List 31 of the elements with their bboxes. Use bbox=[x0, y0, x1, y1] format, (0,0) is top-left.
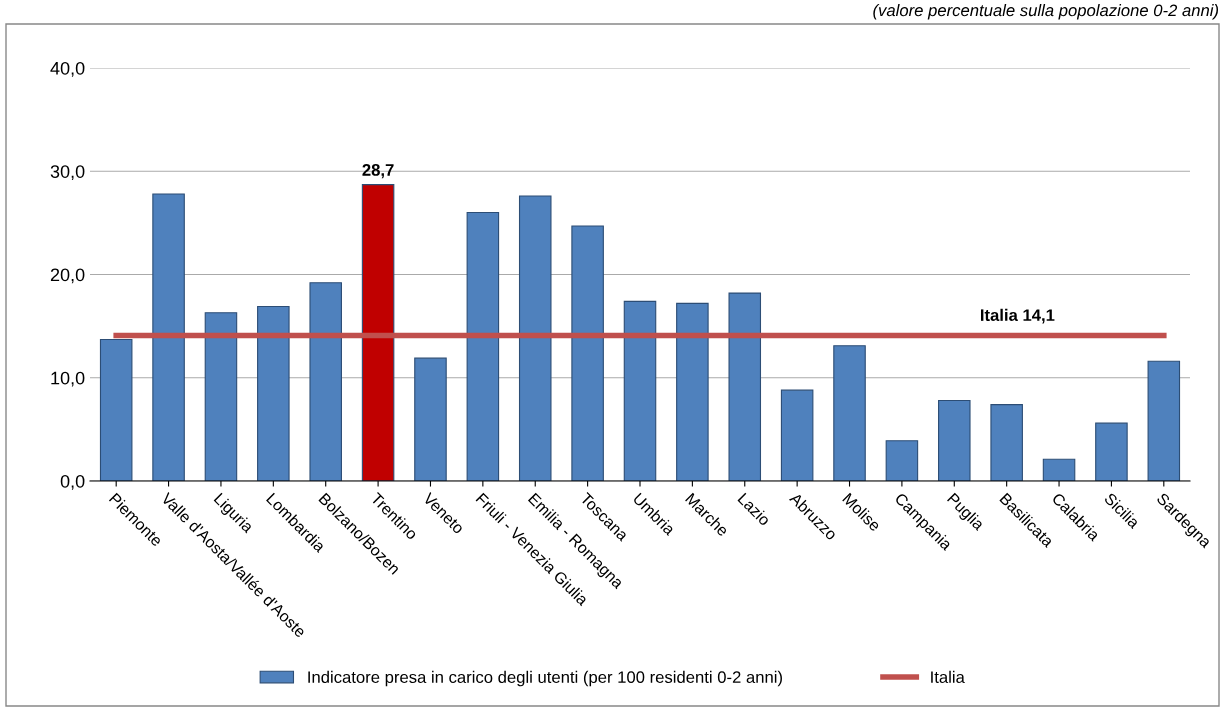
bar bbox=[728, 292, 762, 481]
bar bbox=[257, 305, 290, 481]
bar bbox=[414, 357, 447, 481]
bar bbox=[623, 300, 657, 481]
bar bbox=[1147, 360, 1181, 481]
bar bbox=[309, 282, 342, 481]
bar bbox=[990, 404, 1023, 481]
bar bbox=[938, 399, 971, 481]
bar bbox=[1042, 458, 1076, 481]
bar bbox=[571, 225, 604, 481]
bar bbox=[152, 193, 185, 481]
bar bbox=[466, 211, 500, 481]
y-tick-label: 40,0 bbox=[50, 61, 85, 77]
bar bbox=[99, 338, 133, 481]
bar bbox=[676, 302, 709, 481]
data-label: 28,7 bbox=[362, 164, 394, 179]
bar bbox=[204, 312, 238, 481]
bar bbox=[361, 184, 395, 481]
bar bbox=[1095, 422, 1128, 481]
legend-label: Indicatore presa in carico degli utenti (per 100 residenti 0-2 anni) bbox=[308, 670, 782, 687]
bar bbox=[833, 345, 866, 481]
annotation: Italia 14,1 bbox=[980, 308, 1055, 324]
y-tick-label: 10,0 bbox=[51, 371, 85, 387]
bar bbox=[780, 389, 814, 481]
y-tick-label: 0,0 bbox=[60, 474, 85, 490]
y-tick-label: 20,0 bbox=[50, 268, 85, 284]
bar bbox=[518, 195, 552, 481]
y-tick-label: 30,0 bbox=[50, 165, 85, 181]
chart-subtitle: (valore percentuale sulla popolazione 0-2 anni) bbox=[873, 4, 1219, 20]
legend-label: Italia bbox=[931, 670, 965, 684]
bar bbox=[885, 440, 919, 481]
